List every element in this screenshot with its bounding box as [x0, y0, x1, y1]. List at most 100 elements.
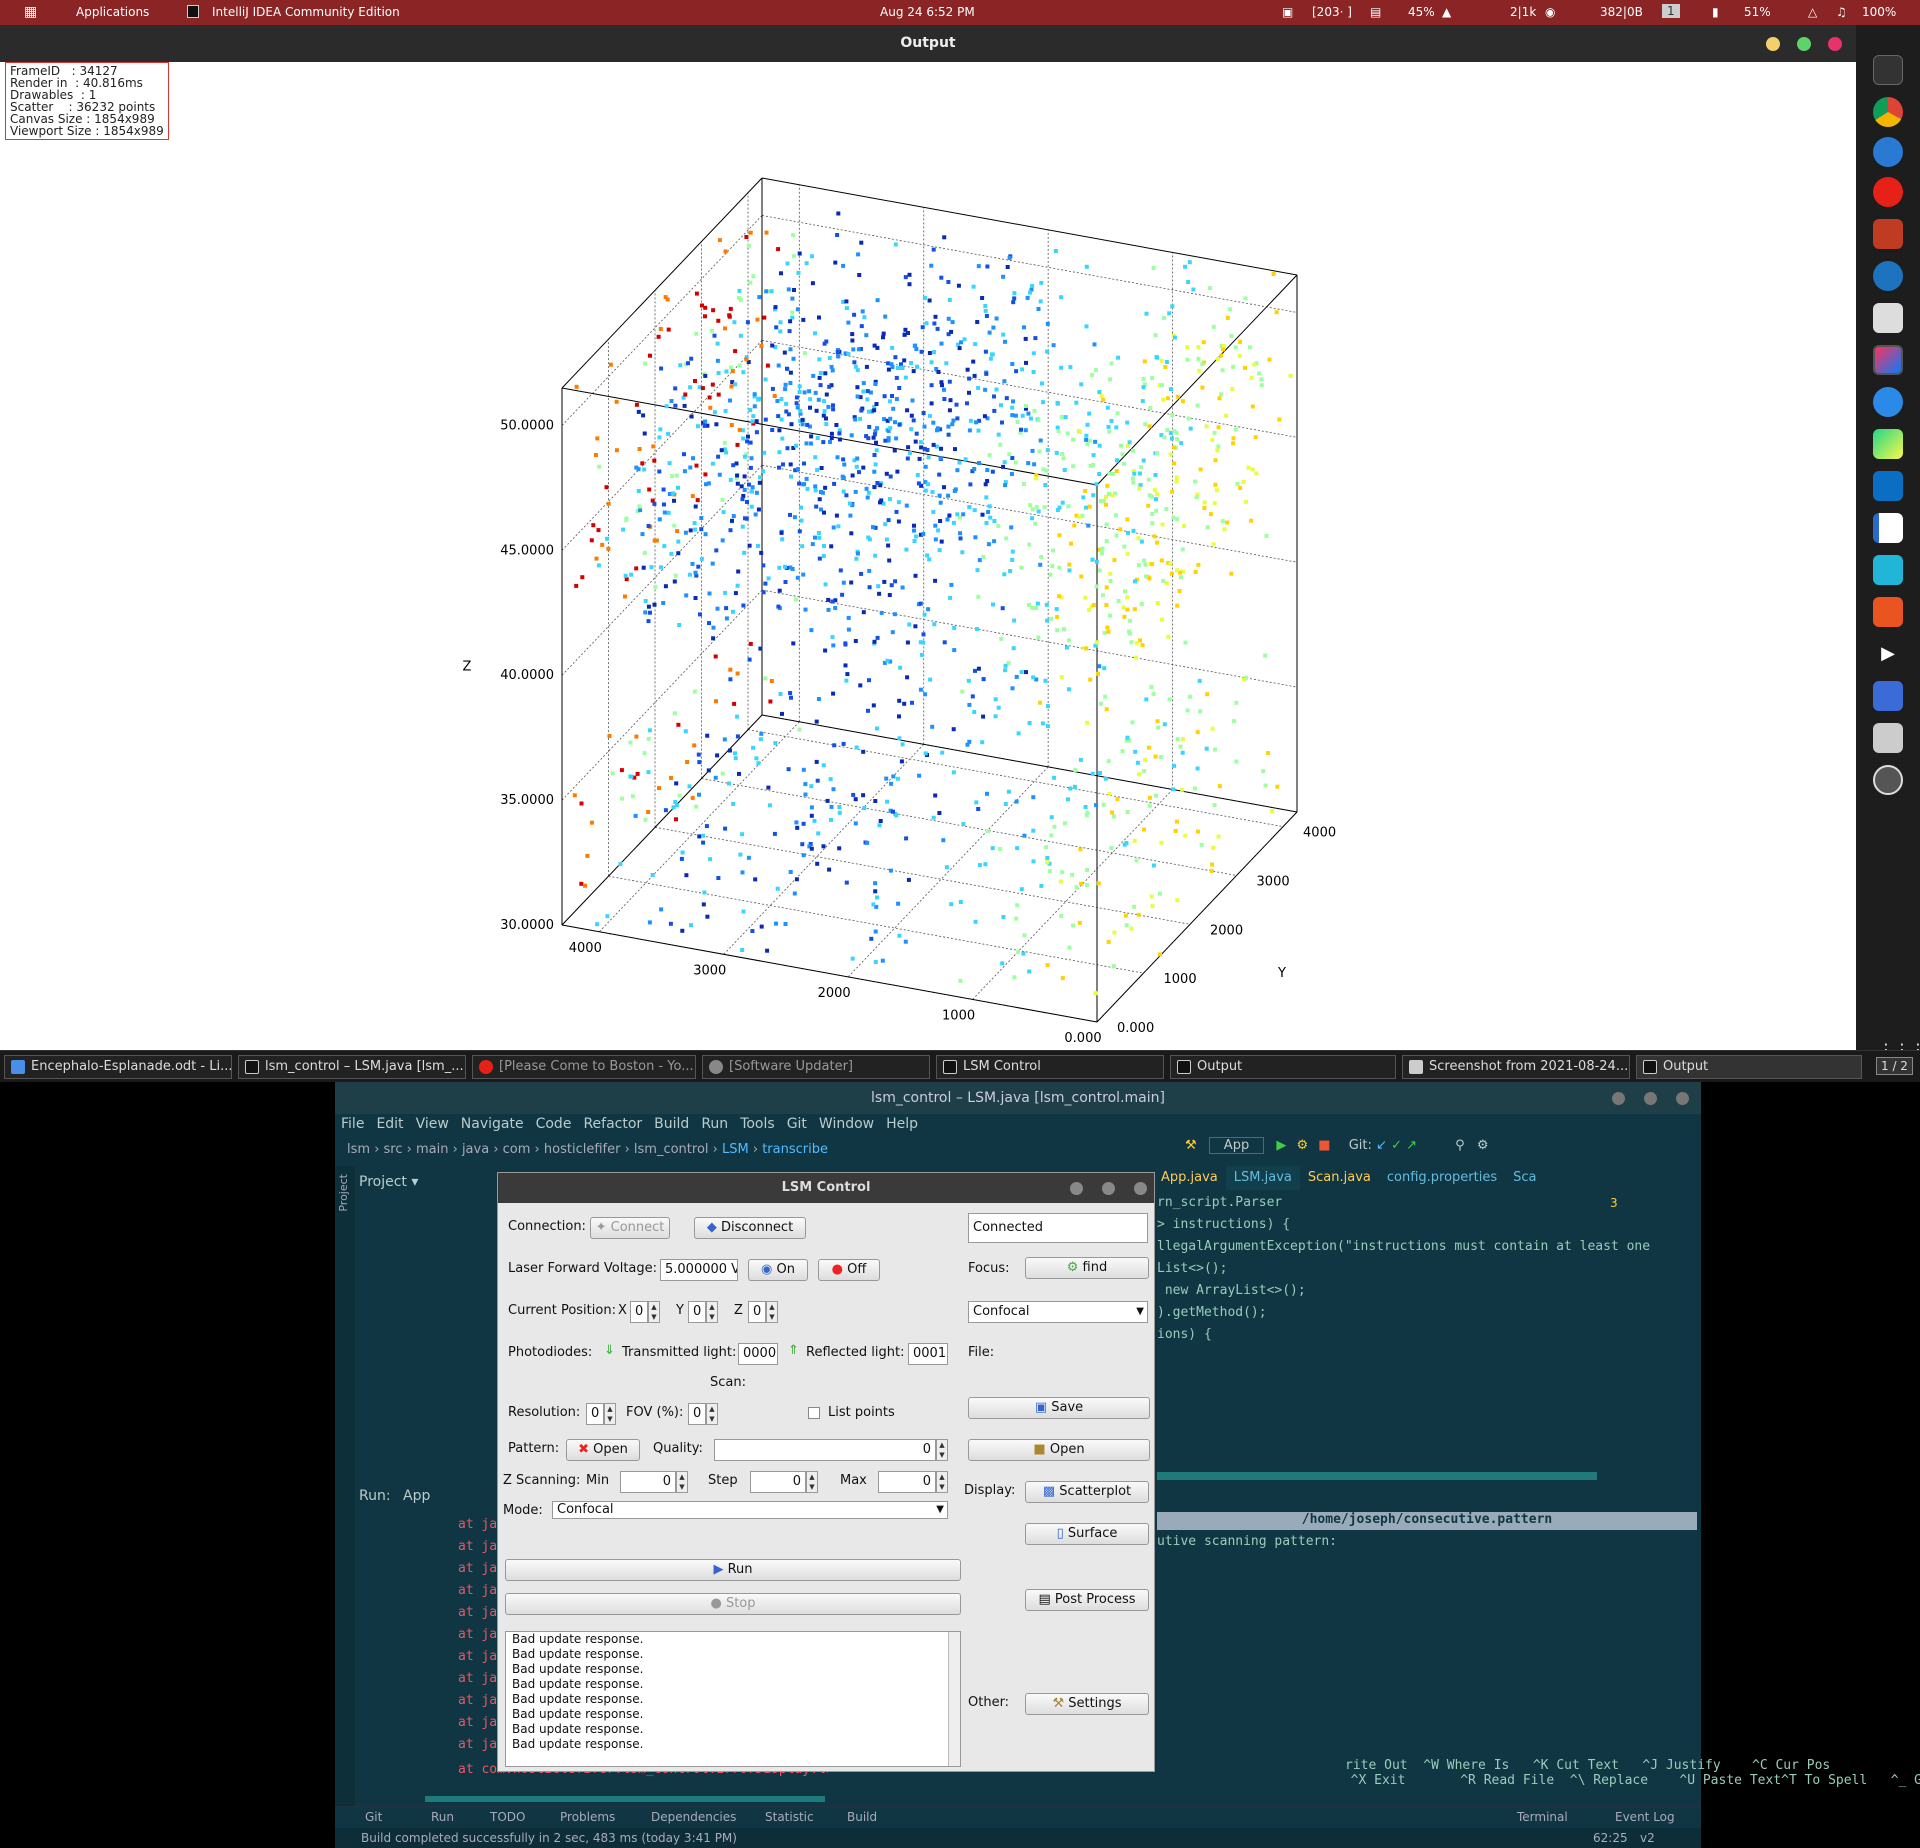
- volume-icon[interactable]: ♫: [1836, 5, 1847, 19]
- workspace-switcher[interactable]: 1 / 2: [1876, 1057, 1913, 1075]
- z-spinner[interactable]: ▲ ▼: [766, 1301, 778, 1323]
- tab-event-log[interactable]: Event Log: [1615, 1810, 1675, 1824]
- workspace-indicator[interactable]: 1: [1662, 4, 1680, 18]
- tab-dependencies[interactable]: Dependencies: [651, 1810, 737, 1824]
- stop-icon[interactable]: ■: [1318, 1138, 1331, 1153]
- menu-refactor[interactable]: Refactor: [583, 1116, 643, 1132]
- menu-file[interactable]: File: [341, 1116, 365, 1132]
- resolution-field[interactable]: 0: [586, 1403, 604, 1425]
- tab-problems[interactable]: Problems: [560, 1810, 616, 1824]
- focus-mode-select[interactable]: Confocal ▼: [968, 1301, 1148, 1323]
- crumb-main[interactable]: main: [415, 1142, 449, 1157]
- menu-build[interactable]: Build: [654, 1116, 690, 1132]
- max-field[interactable]: 0: [878, 1471, 936, 1493]
- lsm-maximize-button[interactable]: [1102, 1182, 1115, 1195]
- save-button[interactable]: ▣ Save: [968, 1397, 1150, 1419]
- lsm-minimize-button[interactable]: [1070, 1182, 1083, 1195]
- intellij-icon[interactable]: [1873, 345, 1903, 375]
- menu-code[interactable]: Code: [535, 1116, 572, 1132]
- code-editor[interactable]: rn_script.Parser > instructions) {llegalA…: [1157, 1192, 1697, 1712]
- laser-off-button[interactable]: ● Off: [818, 1259, 880, 1281]
- z-position-field[interactable]: 0: [748, 1301, 766, 1323]
- search-icon[interactable]: ⚲: [1455, 1138, 1465, 1153]
- debug-icon[interactable]: ⚙: [1296, 1138, 1309, 1153]
- pycharm-icon[interactable]: [1873, 429, 1903, 459]
- tab-lsm-java[interactable]: LSM.java: [1225, 1166, 1300, 1190]
- log-scrollbar[interactable]: [948, 1632, 960, 1766]
- y-position-field[interactable]: 0: [688, 1301, 706, 1323]
- taskbar-item-youtube[interactable]: [Please Come to Boston - Yo...: [472, 1055, 696, 1079]
- filezilla-icon[interactable]: [1873, 219, 1903, 249]
- vscode-icon[interactable]: [1873, 471, 1903, 501]
- lsm-close-button[interactable]: [1134, 1182, 1147, 1195]
- project-tool-tab[interactable]: Project: [337, 1174, 350, 1212]
- git-update-icon[interactable]: ↙: [1376, 1138, 1387, 1153]
- chrome-icon[interactable]: [1873, 97, 1903, 127]
- tab-terminal[interactable]: Terminal: [1517, 1810, 1568, 1824]
- crumb-java[interactable]: java: [461, 1142, 490, 1157]
- x-spinner[interactable]: ▲ ▼: [648, 1301, 660, 1323]
- clion-icon[interactable]: [1873, 555, 1903, 585]
- taskbar-item-lsm-control[interactable]: LSM Control: [936, 1055, 1164, 1079]
- vcs-widget[interactable]: v2: [1640, 1831, 1655, 1845]
- run-icon[interactable]: ▶: [1276, 1138, 1287, 1153]
- fov-spinner[interactable]: ▲ ▼: [706, 1403, 718, 1425]
- settings-gear-icon[interactable]: ⚙: [1476, 1138, 1489, 1153]
- mu-icon[interactable]: [1873, 261, 1903, 291]
- crumb-com[interactable]: com: [502, 1142, 531, 1157]
- scatter-3d-plot[interactable]: 30.000035.000040.000045.000050.000040003…: [0, 62, 1856, 1050]
- terminal-icon[interactable]: [1873, 55, 1903, 85]
- ide-close-button[interactable]: [1676, 1092, 1689, 1105]
- settings-button[interactable]: ⚒ Settings: [1025, 1693, 1149, 1715]
- pattern-open-button[interactable]: ✖ Open: [566, 1439, 640, 1461]
- menu-window[interactable]: Window: [818, 1116, 875, 1132]
- app-menu[interactable]: IntelliJ IDEA Community Edition: [212, 5, 400, 19]
- tab-build[interactable]: Build: [847, 1810, 878, 1824]
- tab-todo[interactable]: TODO: [490, 1810, 526, 1824]
- crumb-src[interactable]: src: [383, 1142, 403, 1157]
- menu-view[interactable]: View: [415, 1116, 449, 1132]
- menu-navigate[interactable]: Navigate: [460, 1116, 524, 1132]
- x-position-field[interactable]: 0: [630, 1301, 648, 1323]
- find-focus-button[interactable]: ⚙ find: [1025, 1257, 1149, 1279]
- updater-icon[interactable]: [1873, 765, 1903, 795]
- browser-icon[interactable]: [1873, 387, 1903, 417]
- crumb-class[interactable]: LSM: [722, 1142, 749, 1157]
- screenshot-icon[interactable]: [1873, 723, 1903, 753]
- min-spinner[interactable]: ▲ ▼: [676, 1471, 688, 1493]
- laser-voltage-field[interactable]: 5.000000 V: [660, 1259, 738, 1281]
- taskbar-item-intellij[interactable]: lsm_control – LSM.java [lsm_...: [238, 1055, 466, 1079]
- quality-spinner[interactable]: ▲ ▼: [936, 1439, 948, 1461]
- tab-sca[interactable]: Sca: [1513, 1170, 1537, 1185]
- min-field[interactable]: 0: [620, 1471, 676, 1493]
- project-label[interactable]: Project: [359, 1174, 407, 1190]
- laser-on-button[interactable]: ◉ On: [748, 1259, 808, 1281]
- taskbar-item-output[interactable]: Output: [1170, 1055, 1396, 1079]
- menu-run[interactable]: Run: [701, 1116, 729, 1132]
- taskbar-item-writer[interactable]: Encephalo-Esplanade.odt - Li...: [4, 1055, 232, 1079]
- activities-button[interactable]: Applications: [76, 5, 150, 19]
- log-output[interactable]: Bad update response. Bad update response.…: [505, 1631, 961, 1767]
- network-status-icon[interactable]: △: [1808, 5, 1818, 19]
- stop-button[interactable]: ● Stop: [505, 1593, 961, 1615]
- build-hammer-icon[interactable]: ⚒: [1185, 1138, 1197, 1153]
- file-open-button[interactable]: ■ Open: [968, 1439, 1150, 1461]
- taskbar-item-screenshot[interactable]: Screenshot from 2021-08-24...: [1402, 1055, 1630, 1079]
- video-icon[interactable]: ▶: [1873, 639, 1903, 669]
- crumb-lsm-control[interactable]: lsm_control: [633, 1142, 709, 1157]
- git-push-icon[interactable]: ↗: [1406, 1138, 1418, 1153]
- run-tab[interactable]: App: [403, 1488, 431, 1504]
- run-config-select[interactable]: App: [1208, 1137, 1265, 1154]
- taskbar-item-updater[interactable]: [Software Updater]: [702, 1055, 930, 1079]
- disconnect-button[interactable]: ◆ Disconnect: [694, 1217, 806, 1239]
- scatterplot-button[interactable]: ▩ Scatterplot: [1025, 1481, 1149, 1503]
- mode-select[interactable]: Confocal ▼: [552, 1501, 948, 1519]
- crumb-package[interactable]: hosticlefifer: [543, 1142, 621, 1157]
- network-icon[interactable]: [1873, 681, 1903, 711]
- writer-icon[interactable]: [1873, 513, 1903, 543]
- tab-run[interactable]: Run: [431, 1810, 455, 1824]
- git-commit-icon[interactable]: ✓: [1391, 1138, 1402, 1153]
- y-spinner[interactable]: ▲ ▼: [706, 1301, 718, 1323]
- warning-count[interactable]: 3: [1610, 1196, 1618, 1210]
- grid-icon[interactable]: ▦: [24, 4, 38, 20]
